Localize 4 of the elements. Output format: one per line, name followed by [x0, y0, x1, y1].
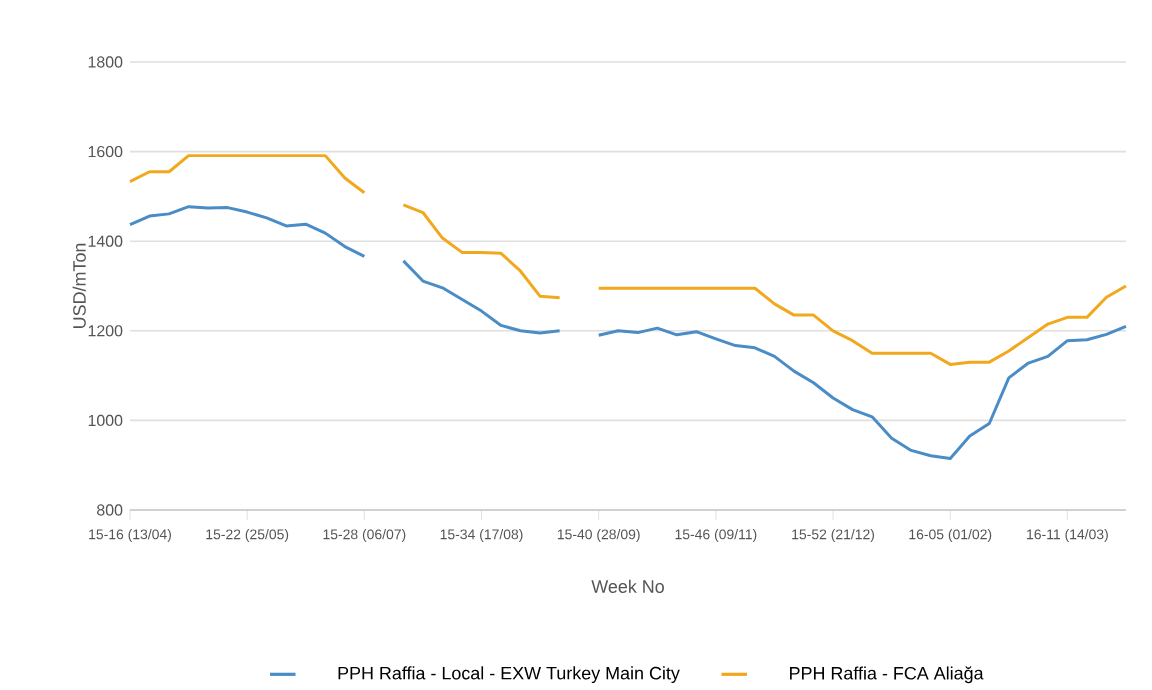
legend-label: PPH Raffia - FCA Aliağa [790, 666, 984, 684]
legend-label: PPH Raffia - Local - EXW Turkey Main City [338, 666, 680, 684]
x-axis-title: Week No [591, 579, 664, 593]
y-axis-title: USD/mTon [72, 243, 86, 328]
